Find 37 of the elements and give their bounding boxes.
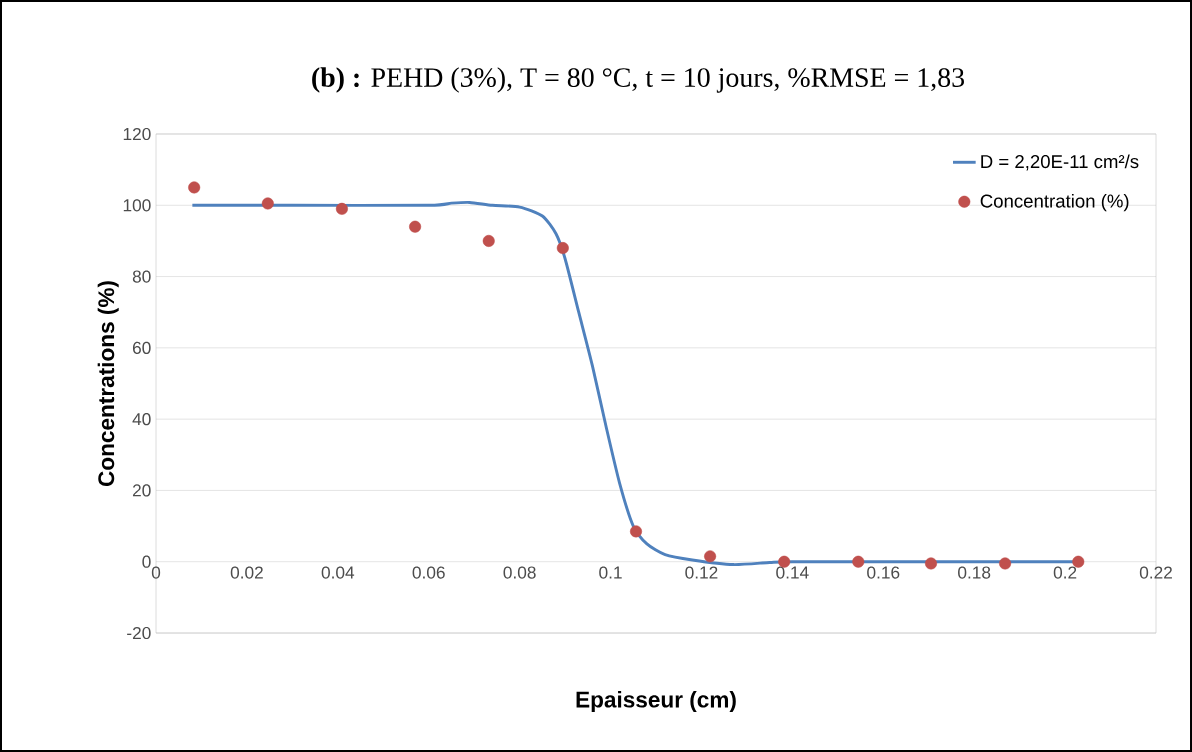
x-axis-title: Epaisseur (cm): [576, 691, 736, 713]
point: [999, 557, 1012, 570]
point: [925, 557, 938, 570]
legend-label: D = 2,20E-11 cm²/s: [981, 154, 1139, 171]
point: [409, 220, 422, 233]
chart-title: (b) : PEHD (3%), T = 80 °C, t = 10 jours, %RMSE = 1,83: [312, 67, 964, 93]
y-axis-title: Concentrations (%): [97, 281, 119, 487]
x-tick-label: 0.06: [412, 566, 445, 579]
y-tick-label: 60: [132, 341, 151, 354]
y-tick-label: -20: [127, 626, 151, 640]
y-tick-label: 40: [132, 413, 151, 426]
point: [261, 197, 274, 210]
y-tick-label: 120: [123, 127, 151, 141]
point: [704, 550, 717, 563]
x-tick-label: 0.08: [503, 566, 536, 579]
point: [482, 234, 495, 247]
x-tick-label: 0.04: [321, 566, 355, 579]
x-tick-label: 0.02: [230, 566, 263, 579]
point: [1072, 555, 1085, 568]
point: [335, 202, 348, 215]
legend-label: Concentration (%): [980, 193, 1129, 212]
x-tick-label: 0: [151, 566, 161, 579]
x-tick-label: 0.18: [958, 566, 991, 579]
x-tick-label: 0.16: [867, 566, 900, 579]
point: [852, 555, 865, 568]
x-tick-label: 0.2: [1053, 566, 1077, 579]
y-tick-label: 100: [123, 199, 151, 212]
point: [556, 242, 569, 255]
y-tick-label: 0: [142, 555, 151, 568]
x-tick-label: 0.1: [599, 566, 622, 579]
y-tick-label: 80: [132, 270, 151, 283]
x-tick-label: 0.12: [685, 566, 718, 579]
y-tick-label: 20: [132, 484, 151, 497]
x-tick-label: 0.14: [776, 566, 809, 579]
x-tick-label: 0.22: [1139, 566, 1172, 579]
point: [630, 525, 643, 538]
point: [188, 181, 201, 194]
